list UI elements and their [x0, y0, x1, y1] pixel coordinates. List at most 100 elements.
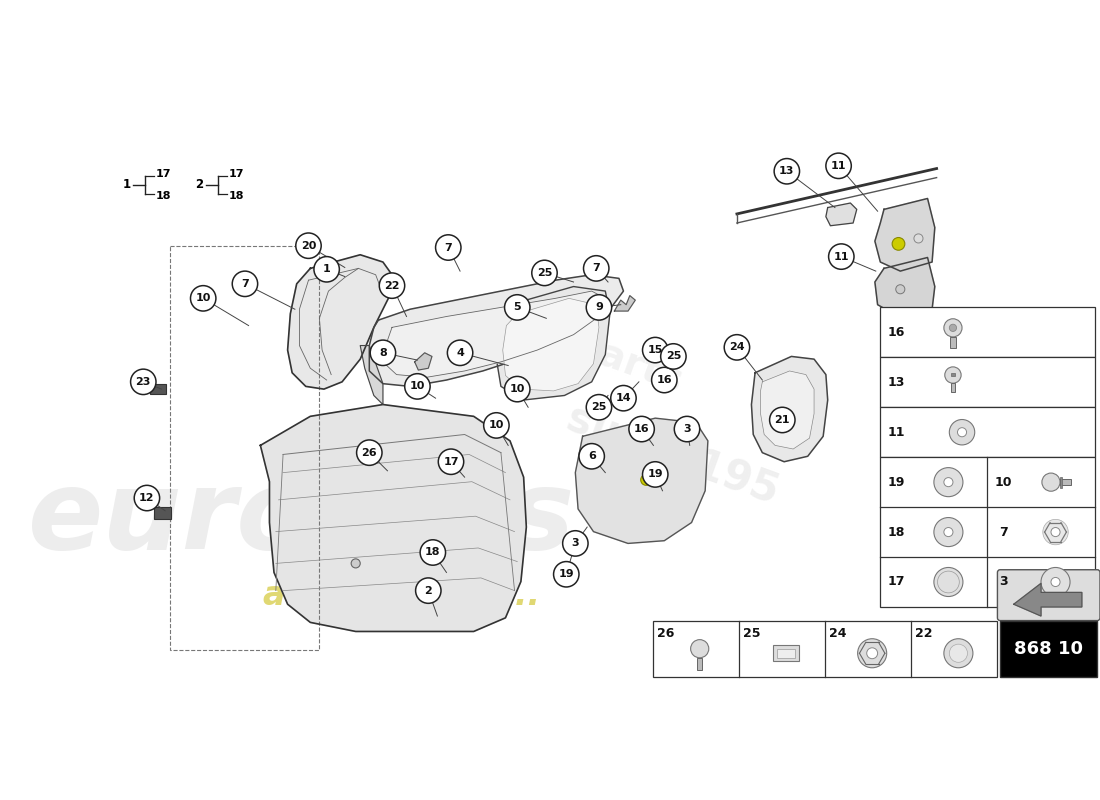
Text: 21: 21: [774, 415, 790, 425]
Text: 7: 7: [444, 242, 452, 253]
Text: 17: 17: [888, 575, 905, 589]
Text: 10: 10: [196, 294, 211, 303]
Text: 15: 15: [648, 345, 663, 355]
Text: 14: 14: [616, 393, 631, 403]
Circle shape: [531, 260, 558, 286]
Circle shape: [858, 638, 887, 668]
Text: 18: 18: [229, 190, 244, 201]
Polygon shape: [874, 258, 935, 317]
Bar: [773, 645, 799, 662]
Text: 25: 25: [666, 351, 681, 362]
Text: parts: parts: [568, 326, 689, 401]
Circle shape: [583, 256, 609, 281]
Text: 24: 24: [829, 626, 846, 640]
Circle shape: [131, 369, 156, 394]
Circle shape: [1050, 527, 1060, 537]
Circle shape: [484, 413, 509, 438]
Circle shape: [610, 386, 636, 411]
Circle shape: [1043, 519, 1068, 545]
Text: 26: 26: [362, 448, 377, 458]
Text: 18: 18: [156, 190, 172, 201]
Circle shape: [949, 644, 968, 662]
Text: 7: 7: [593, 263, 601, 274]
Text: 25: 25: [537, 268, 552, 278]
Text: 26: 26: [657, 626, 674, 640]
Polygon shape: [261, 405, 526, 631]
Text: eurocars: eurocars: [28, 465, 575, 571]
Circle shape: [651, 367, 676, 393]
Text: 3: 3: [1000, 575, 1008, 589]
Circle shape: [949, 419, 975, 445]
Text: 868 10: 868 10: [1014, 640, 1084, 658]
Text: since 195: since 195: [561, 397, 785, 512]
Circle shape: [629, 416, 654, 442]
Polygon shape: [287, 254, 392, 389]
Circle shape: [944, 638, 972, 668]
Circle shape: [895, 285, 905, 294]
Circle shape: [438, 449, 464, 474]
Circle shape: [826, 153, 851, 178]
Circle shape: [934, 468, 962, 497]
Polygon shape: [496, 286, 609, 400]
Text: 8: 8: [379, 348, 387, 358]
Text: 16: 16: [634, 424, 649, 434]
Text: 23: 23: [135, 377, 151, 387]
Circle shape: [944, 578, 953, 586]
Text: 24: 24: [729, 342, 745, 352]
Polygon shape: [360, 346, 383, 405]
Circle shape: [436, 234, 461, 260]
Circle shape: [232, 271, 257, 297]
Text: 11: 11: [834, 251, 849, 262]
Text: 2: 2: [196, 178, 204, 191]
Circle shape: [424, 553, 432, 562]
Text: 19: 19: [648, 470, 663, 479]
Bar: [777, 649, 795, 658]
Circle shape: [420, 540, 446, 566]
Polygon shape: [667, 346, 681, 366]
Circle shape: [190, 286, 216, 311]
Circle shape: [586, 294, 612, 320]
Circle shape: [1042, 473, 1060, 491]
Bar: [880, 407, 1094, 457]
Polygon shape: [385, 291, 605, 378]
Polygon shape: [615, 296, 636, 311]
Text: 5: 5: [514, 302, 521, 313]
Text: 17: 17: [229, 169, 244, 179]
Circle shape: [505, 376, 530, 402]
Text: 7: 7: [241, 279, 249, 289]
Text: 12: 12: [140, 493, 155, 503]
Text: 4: 4: [456, 348, 464, 358]
Text: 11: 11: [888, 426, 905, 438]
Circle shape: [955, 650, 962, 657]
Polygon shape: [503, 298, 600, 391]
Circle shape: [640, 474, 651, 486]
Polygon shape: [751, 357, 827, 462]
Circle shape: [937, 571, 959, 593]
Circle shape: [642, 338, 668, 362]
Text: 3: 3: [683, 424, 691, 434]
Circle shape: [371, 340, 396, 366]
Bar: [169, 246, 319, 650]
Text: 18: 18: [425, 547, 441, 558]
Circle shape: [661, 344, 686, 369]
Text: 7: 7: [1000, 526, 1009, 538]
Circle shape: [448, 340, 473, 366]
Circle shape: [828, 244, 854, 270]
Text: 22: 22: [384, 281, 399, 290]
Circle shape: [774, 158, 800, 184]
Circle shape: [379, 273, 405, 298]
Circle shape: [945, 367, 961, 383]
Text: 6: 6: [587, 451, 595, 462]
Text: 11: 11: [830, 161, 846, 171]
Circle shape: [949, 324, 957, 331]
Bar: [1060, 477, 1061, 487]
Text: 17: 17: [443, 457, 459, 466]
Circle shape: [691, 640, 708, 658]
Circle shape: [934, 567, 962, 597]
Circle shape: [351, 559, 360, 568]
Circle shape: [405, 374, 430, 399]
Bar: [880, 307, 1094, 358]
Bar: [150, 384, 166, 394]
Bar: [950, 337, 956, 348]
Text: 9: 9: [595, 302, 603, 313]
